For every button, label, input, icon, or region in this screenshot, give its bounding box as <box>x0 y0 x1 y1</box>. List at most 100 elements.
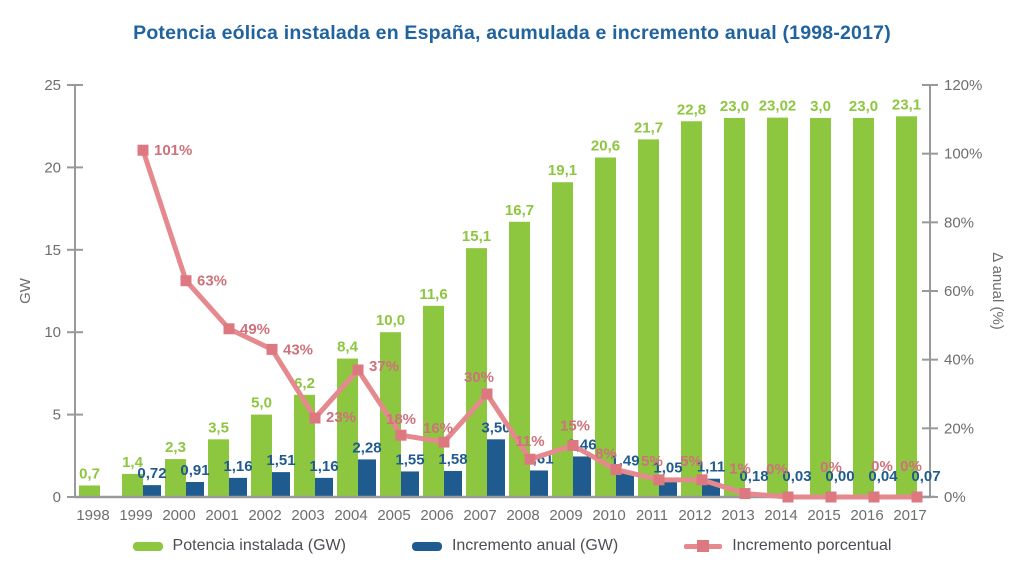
percent-label-2009: 15% <box>560 418 590 435</box>
percent-marker-2004 <box>353 364 364 375</box>
legend-item-incremento-porcentual: Incremento porcentual <box>684 537 891 555</box>
x-tick-label-2003: 2003 <box>291 507 324 524</box>
percent-marker-2005 <box>396 430 407 441</box>
percent-marker-2000 <box>181 275 192 286</box>
x-tick-label-2007: 2007 <box>463 507 496 524</box>
bar-value-potencia-2015: 3,0 <box>810 98 831 115</box>
bar-potencia-2014 <box>767 118 788 497</box>
percent-label-2016: 0% <box>871 458 893 475</box>
bar-incremento-2003 <box>315 478 333 497</box>
bar-value-potencia-2007: 15,1 <box>462 228 491 245</box>
y-left-tick-label: 15 <box>44 242 61 259</box>
bar-value-incremento-2002: 1,51 <box>266 452 295 469</box>
legend-item-incremento-anual: Incremento anual (GW) <box>412 537 618 555</box>
bar-value-potencia-2001: 3,5 <box>208 419 229 436</box>
bar-value-potencia-2005: 10,0 <box>376 312 405 329</box>
bar-incremento-2007 <box>487 439 505 497</box>
x-tick-label-2005: 2005 <box>377 507 410 524</box>
percent-marker-2011 <box>654 474 665 485</box>
x-tick-label-2017: 2017 <box>893 507 926 524</box>
percent-marker-1999 <box>138 145 149 156</box>
percent-label-2013: 1% <box>729 461 751 478</box>
percent-marker-2015 <box>826 492 837 503</box>
bar-incremento-1999 <box>143 485 161 497</box>
y-left-tick-label: 20 <box>44 159 61 176</box>
percent-label-2007: 30% <box>464 369 494 386</box>
bar-potencia-2011 <box>638 139 659 497</box>
percent-marker-2008 <box>525 454 536 465</box>
bar-incremento-2005 <box>401 471 419 497</box>
bar-incremento-2009 <box>573 456 591 497</box>
bar-value-potencia-1998: 0,7 <box>79 465 100 482</box>
percent-label-2003: 23% <box>326 409 356 426</box>
x-tick-label-2006: 2006 <box>420 507 453 524</box>
percent-marker-2013 <box>740 488 751 499</box>
percent-marker-2014 <box>783 492 794 503</box>
bar-value-incremento-2000: 0,91 <box>180 462 209 479</box>
percent-label-2004: 37% <box>369 358 399 375</box>
bar-value-potencia-2017: 23,1 <box>892 96 921 113</box>
bar-value-potencia-2002: 5,0 <box>251 395 272 412</box>
bar-incremento-2001 <box>229 478 247 497</box>
bar-value-potencia-2009: 19,1 <box>548 162 577 179</box>
bar-value-potencia-2016: 23,0 <box>849 98 878 115</box>
bar-value-incremento-2004: 2,28 <box>352 439 381 456</box>
y-left-tick-label: 0 <box>53 489 61 506</box>
x-tick-label-2010: 2010 <box>592 507 625 524</box>
x-tick-label-2015: 2015 <box>807 507 840 524</box>
percent-label-2001: 49% <box>240 321 270 338</box>
y-right-tick-label: 40% <box>944 352 974 369</box>
percent-label-2017: 0% <box>900 458 922 475</box>
x-tick-label-2000: 2000 <box>162 507 195 524</box>
percent-label-2006: 16% <box>423 420 453 437</box>
bar-potencia-2006 <box>423 306 444 497</box>
x-tick-label-2001: 2001 <box>205 507 238 524</box>
percent-label-2000: 63% <box>197 273 227 290</box>
percent-label-2005: 18% <box>386 411 416 428</box>
x-tick-label-2012: 2012 <box>678 507 711 524</box>
percent-marker-2010 <box>611 464 622 475</box>
y-right-tick-label: 20% <box>944 420 974 437</box>
pink-square-icon <box>697 540 709 552</box>
bar-value-potencia-2014: 23,02 <box>759 98 797 115</box>
percent-marker-2012 <box>697 474 708 485</box>
green-bar-swatch-icon <box>133 542 163 551</box>
y-right-tick-label: 80% <box>944 214 974 231</box>
y-right-tick-label: 120% <box>944 77 982 94</box>
bar-incremento-2006 <box>444 471 462 497</box>
percent-label-2002: 43% <box>283 341 313 358</box>
bar-incremento-2008 <box>530 470 548 497</box>
x-tick-label-1999: 1999 <box>119 507 152 524</box>
bar-value-potencia-2010: 20,6 <box>591 138 620 155</box>
y-left-tick-label: 25 <box>44 77 61 94</box>
bar-value-potencia-2011: 21,7 <box>634 119 663 136</box>
x-tick-label-2008: 2008 <box>506 507 539 524</box>
percent-marker-2001 <box>224 323 235 334</box>
chart-legend: Potencia instalada (GW) Incremento anual… <box>0 537 1024 555</box>
bar-potencia-2015 <box>810 118 831 497</box>
percent-label-2010: 8% <box>595 446 617 463</box>
bar-value-potencia-2006: 11,6 <box>419 286 447 303</box>
bar-value-incremento-2001: 1,16 <box>223 458 252 475</box>
percent-marker-2017 <box>912 492 923 503</box>
percent-label-2011: 5% <box>641 453 663 470</box>
bar-value-incremento-1999: 0,72 <box>137 465 166 482</box>
chart-title: Potencia eólica instalada en España, acu… <box>0 22 1024 45</box>
percent-label-2012: 5% <box>680 453 702 470</box>
percent-label-2015: 0% <box>820 459 842 476</box>
x-tick-label-2004: 2004 <box>334 507 367 524</box>
percent-label-1999: 101% <box>154 142 192 159</box>
bar-incremento-2004 <box>358 459 376 497</box>
bar-potencia-2017 <box>896 116 917 497</box>
bar-value-potencia-2004: 8,4 <box>337 339 359 356</box>
x-tick-label-1998: 1998 <box>76 507 109 524</box>
legend-item-label: Incremento anual (GW) <box>452 537 618 555</box>
bar-value-potencia-2008: 16,7 <box>505 202 534 219</box>
bar-value-incremento-2003: 1,16 <box>309 458 338 475</box>
bar-incremento-2010 <box>616 472 634 497</box>
legend-item-potencia-instalada: Potencia instalada (GW) <box>133 537 346 555</box>
x-tick-label-2016: 2016 <box>850 507 883 524</box>
bar-potencia-1998 <box>79 485 100 497</box>
x-tick-label-2002: 2002 <box>248 507 281 524</box>
